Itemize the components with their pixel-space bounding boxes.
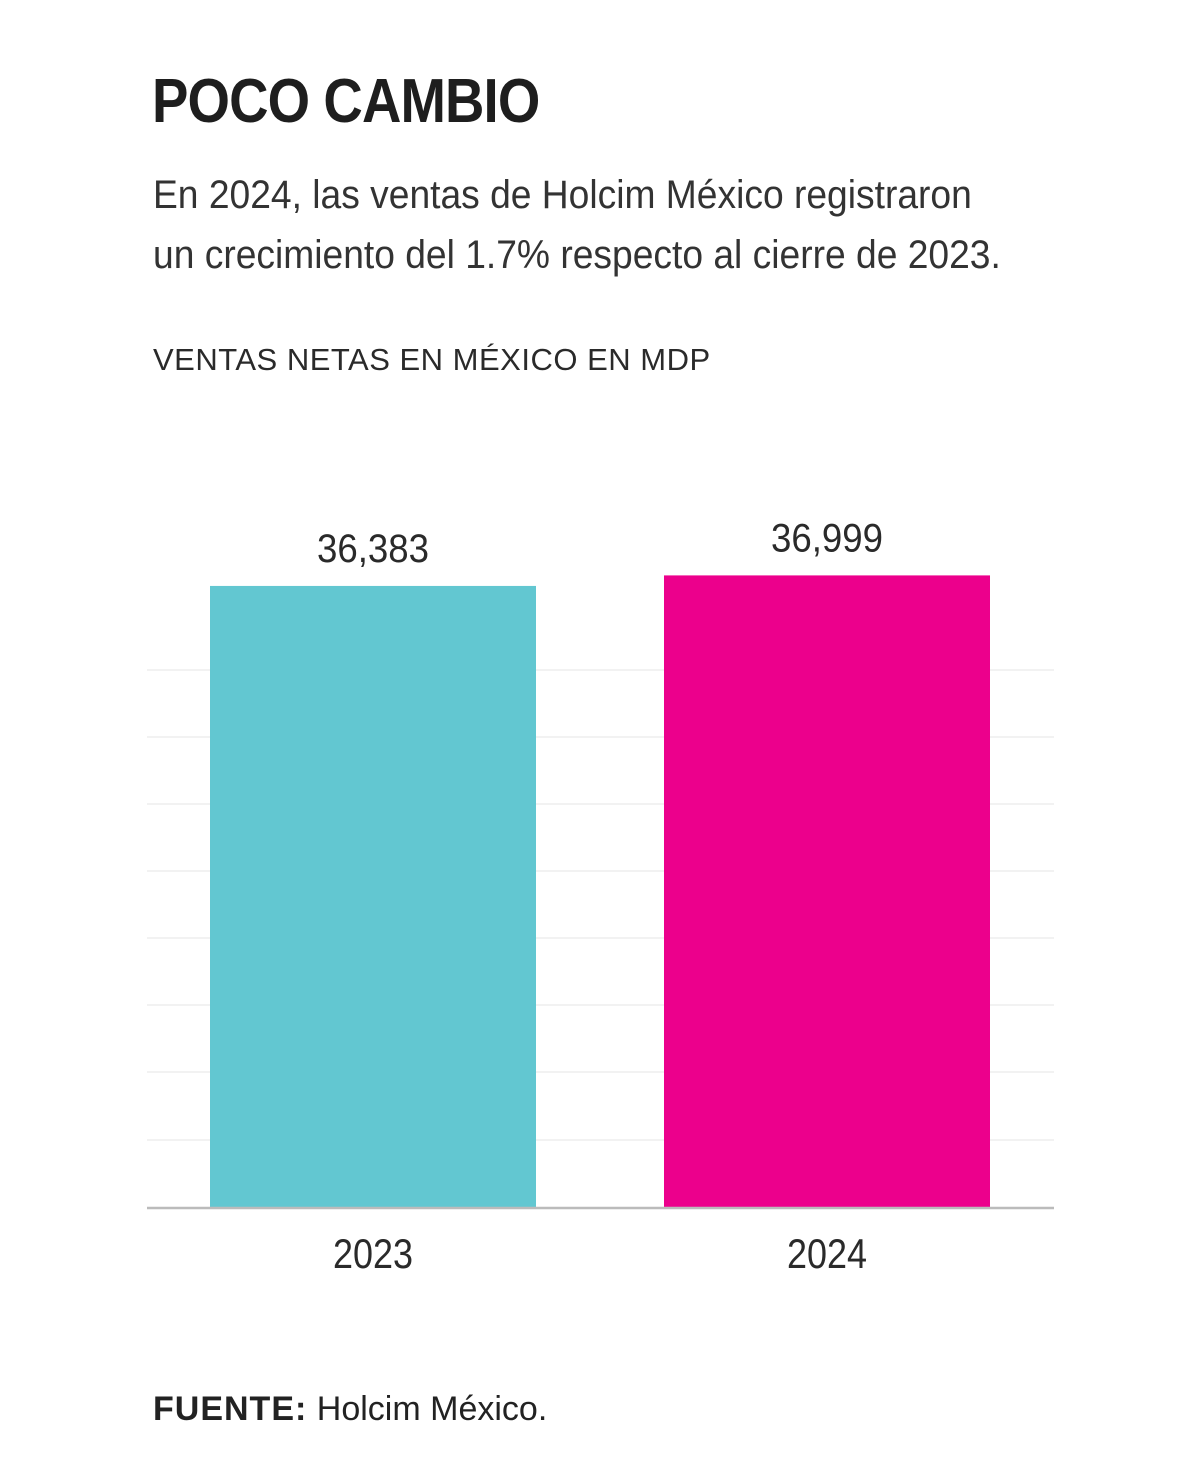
source-label: FUENTE: — [153, 1390, 308, 1428]
x-tick-label-2023: 2023 — [333, 1230, 413, 1277]
source-note: FUENTE: Holcim México. — [153, 1385, 547, 1433]
bars — [210, 575, 990, 1208]
chart-title: POCO CAMBIO — [152, 67, 540, 136]
labels: 36,383 2023 36,999 2024 — [317, 516, 883, 1277]
data-label-2023: 36,383 — [317, 527, 429, 571]
bar-2024 — [664, 575, 990, 1208]
chart-subtitle: En 2024, las ventas de Holcim México reg… — [153, 173, 1001, 277]
bar-2023 — [210, 585, 536, 1208]
x-tick-label-2024: 2024 — [787, 1230, 867, 1277]
source-text: Holcim México. — [316, 1390, 548, 1428]
data-label-2024: 36,999 — [771, 516, 883, 560]
chart-units-label: VENTAS NETAS EN MÉXICO EN MDP — [153, 342, 711, 377]
